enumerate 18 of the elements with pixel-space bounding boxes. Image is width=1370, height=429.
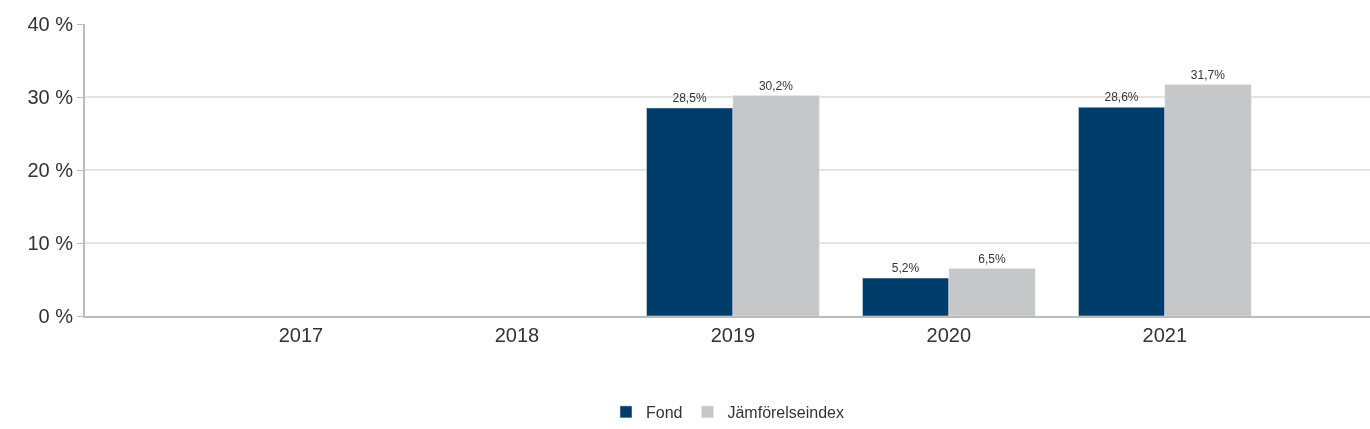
x-tick-label: 2017 (278, 324, 324, 346)
x-tick-label: 2018 (494, 324, 540, 346)
y-tick-label: 10 % (27, 232, 74, 254)
x-tick-label: 2019 (710, 324, 756, 346)
x-tick-label: 2021 (1142, 324, 1188, 346)
y-tick-label: 30 % (27, 86, 74, 108)
legend-label: Jämförelseindex (727, 404, 844, 422)
data-label: 6,5% (978, 251, 1006, 266)
data-label: 28,5% (672, 90, 707, 105)
y-tick-label: 0 % (38, 305, 74, 327)
data-label: 5,2% (891, 261, 920, 276)
y-tick-label: 20 % (27, 159, 74, 181)
x-tick-label: 2020 (926, 324, 972, 346)
data-label: 31,7% (1190, 67, 1226, 82)
y-tick-label: 40 % (27, 13, 74, 35)
data-label: 30,2% (758, 78, 794, 93)
legend-label: Fond (646, 404, 683, 422)
data-label: 28,6% (1104, 90, 1139, 105)
